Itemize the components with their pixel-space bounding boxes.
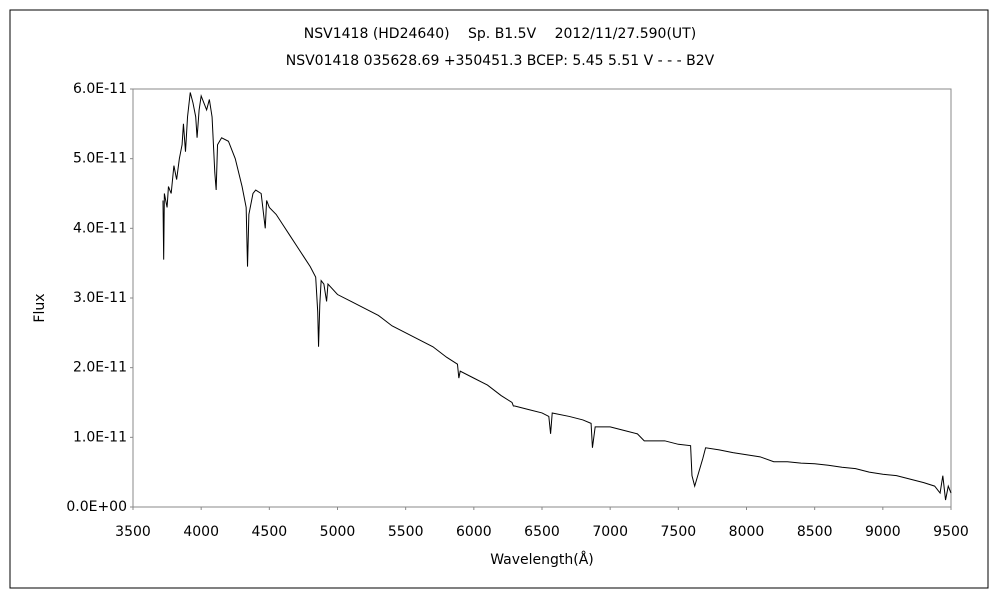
x-tick-label: 8000: [729, 524, 765, 540]
y-tick-label: 1.0E-11: [73, 429, 127, 445]
spectrum-line: [162, 92, 952, 501]
plot-area: [132, 88, 952, 508]
y-tick-label: 6.0E-11: [73, 81, 127, 97]
y-tick-label: 3.0E-11: [73, 290, 127, 306]
y-tick-label: 4.0E-11: [73, 220, 127, 236]
x-tick-label: 4000: [183, 524, 219, 540]
x-tick-label: 7500: [661, 524, 697, 540]
y-tick-label: 5.0E-11: [73, 151, 127, 167]
y-tick-label: 2.0E-11: [73, 360, 127, 376]
chart-subtitle: NSV01418 035628.69 +350451.3 BCEP: 5.45 …: [286, 53, 715, 69]
x-axis-label: Wavelength(Å): [490, 551, 594, 568]
x-tick-label: 4500: [252, 524, 288, 540]
y-axis-label: Flux: [32, 293, 48, 322]
x-tick-label: 5500: [388, 524, 424, 540]
chart-title: NSV1418 (HD24640) Sp. B1.5V 2012/11/27.5…: [304, 26, 696, 42]
x-tick-label: 9000: [865, 524, 901, 540]
x-tick-label: 3500: [115, 524, 151, 540]
x-tick-label: 6000: [456, 524, 492, 540]
x-tick-label: 9500: [933, 524, 969, 540]
x-tick-label: 8500: [797, 524, 833, 540]
x-tick-label: 5000: [320, 524, 356, 540]
x-tick-label: 7000: [592, 524, 628, 540]
x-tick-label: 6500: [524, 524, 560, 540]
y-tick-label: 0.0E+00: [66, 499, 127, 515]
